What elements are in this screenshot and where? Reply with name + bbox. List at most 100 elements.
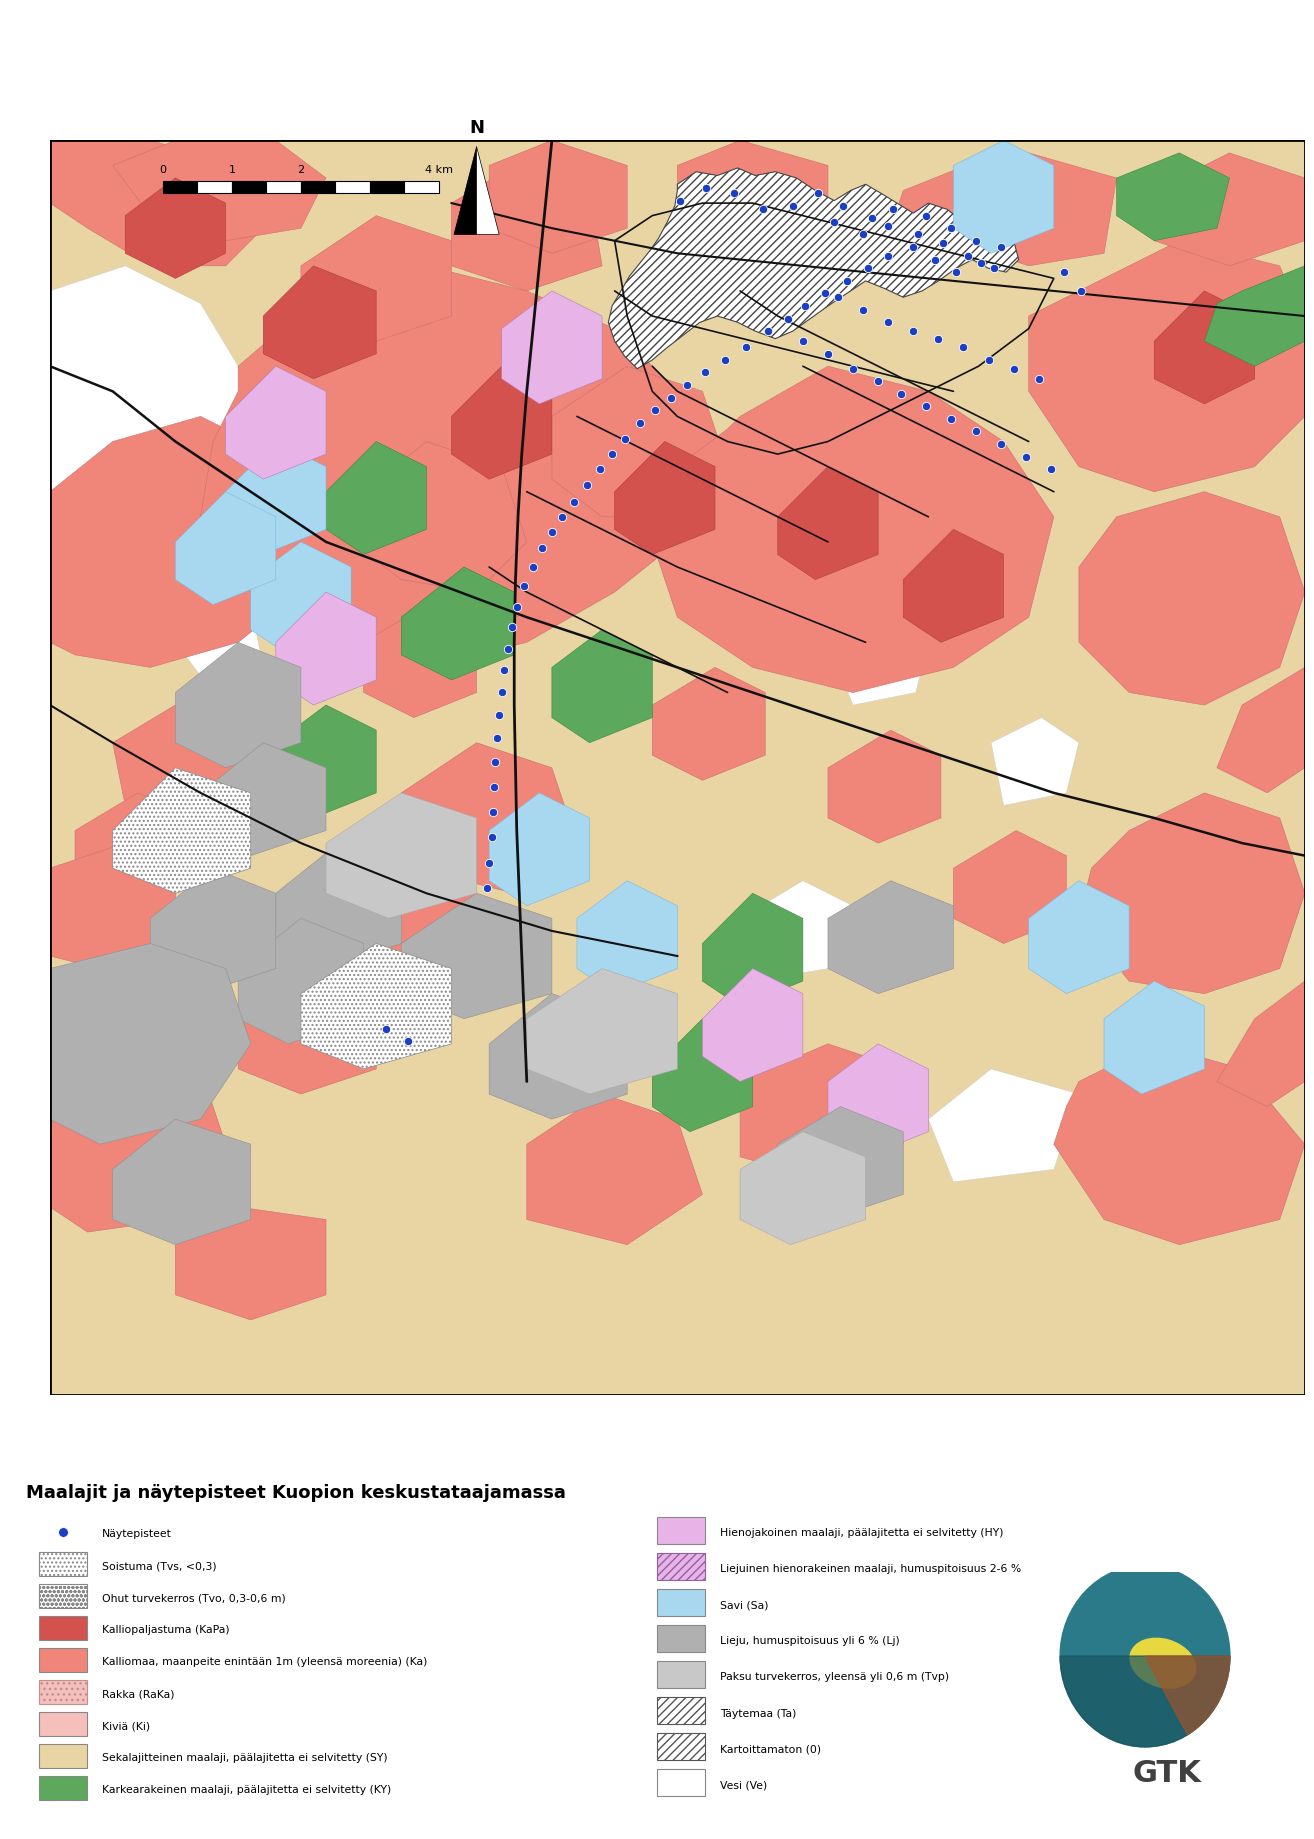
Polygon shape xyxy=(263,267,376,379)
Polygon shape xyxy=(401,894,552,1019)
Bar xyxy=(405,180,439,193)
FancyBboxPatch shape xyxy=(657,1734,704,1760)
Polygon shape xyxy=(50,267,276,543)
Polygon shape xyxy=(903,530,1004,642)
FancyBboxPatch shape xyxy=(657,1589,704,1616)
Polygon shape xyxy=(175,592,263,693)
Bar xyxy=(335,180,371,193)
Bar xyxy=(267,180,301,193)
Polygon shape xyxy=(740,1045,903,1182)
Polygon shape xyxy=(577,881,678,993)
Text: N: N xyxy=(469,118,484,136)
Polygon shape xyxy=(201,743,326,855)
Text: Täytemaa (Ta): Täytemaa (Ta) xyxy=(720,1708,796,1718)
Text: Soistuma (Tvs, <0,3): Soistuma (Tvs, <0,3) xyxy=(102,1561,217,1571)
Polygon shape xyxy=(301,215,452,340)
Polygon shape xyxy=(1154,291,1255,405)
Polygon shape xyxy=(1029,241,1305,491)
Polygon shape xyxy=(552,629,652,743)
Polygon shape xyxy=(778,1107,903,1219)
Polygon shape xyxy=(489,140,627,254)
Polygon shape xyxy=(740,881,853,982)
Polygon shape xyxy=(928,1068,1079,1182)
Text: Kalliopaljastuma (KaPa): Kalliopaljastuma (KaPa) xyxy=(102,1626,230,1635)
Polygon shape xyxy=(1217,668,1305,793)
Polygon shape xyxy=(1054,1045,1305,1245)
Text: Kartoittamaton (0): Kartoittamaton (0) xyxy=(720,1745,821,1754)
Text: Lieju, humuspitoisuus yli 6 % (Lj): Lieju, humuspitoisuus yli 6 % (Lj) xyxy=(720,1637,900,1646)
Polygon shape xyxy=(251,543,351,655)
Polygon shape xyxy=(652,1019,753,1131)
Text: Sekalajitteinen maalaji, päälajitetta ei selvitetty (SY): Sekalajitteinen maalaji, päälajitetta ei… xyxy=(102,1753,388,1764)
Polygon shape xyxy=(828,881,954,993)
FancyBboxPatch shape xyxy=(657,1554,704,1580)
Polygon shape xyxy=(276,842,401,969)
Polygon shape xyxy=(113,1120,251,1245)
Polygon shape xyxy=(552,366,728,517)
Bar xyxy=(197,180,231,193)
Polygon shape xyxy=(125,178,226,278)
FancyBboxPatch shape xyxy=(39,1648,87,1672)
FancyBboxPatch shape xyxy=(39,1712,87,1736)
Text: 0: 0 xyxy=(159,166,167,175)
Polygon shape xyxy=(75,793,201,907)
Polygon shape xyxy=(1154,153,1305,267)
Polygon shape xyxy=(489,793,590,907)
Text: GTK: GTK xyxy=(1133,1758,1202,1788)
Polygon shape xyxy=(703,894,803,1006)
Polygon shape xyxy=(276,592,376,704)
Polygon shape xyxy=(1217,982,1305,1107)
Polygon shape xyxy=(455,147,477,234)
Polygon shape xyxy=(527,969,678,1094)
Polygon shape xyxy=(201,267,703,668)
Polygon shape xyxy=(175,491,276,605)
Text: 2: 2 xyxy=(297,166,305,175)
Polygon shape xyxy=(238,969,376,1094)
Text: Liejuinen hienorakeinen maalaji, humuspitoisuus 2-6 %: Liejuinen hienorakeinen maalaji, humuspi… xyxy=(720,1565,1021,1574)
Polygon shape xyxy=(226,366,326,480)
Polygon shape xyxy=(452,166,602,291)
Wedge shape xyxy=(1060,1655,1230,1747)
Polygon shape xyxy=(615,441,715,554)
Polygon shape xyxy=(477,147,499,234)
FancyBboxPatch shape xyxy=(39,1681,87,1705)
Text: Ohut turvekerros (Tvo, 0,3-0,6 m): Ohut turvekerros (Tvo, 0,3-0,6 m) xyxy=(102,1593,285,1604)
Polygon shape xyxy=(703,969,803,1081)
Text: Kiviä (Ki): Kiviä (Ki) xyxy=(102,1721,150,1732)
Polygon shape xyxy=(954,153,1117,267)
Polygon shape xyxy=(828,730,941,842)
Polygon shape xyxy=(326,441,426,554)
Polygon shape xyxy=(778,467,878,579)
Polygon shape xyxy=(113,140,326,241)
Polygon shape xyxy=(1029,881,1129,993)
Polygon shape xyxy=(50,140,276,267)
Text: Rakka (RaKa): Rakka (RaKa) xyxy=(102,1690,175,1699)
Polygon shape xyxy=(452,366,552,480)
Polygon shape xyxy=(828,1045,928,1157)
Polygon shape xyxy=(991,717,1079,805)
Polygon shape xyxy=(401,743,577,894)
Polygon shape xyxy=(608,167,1018,370)
Polygon shape xyxy=(954,140,1054,254)
Polygon shape xyxy=(50,842,175,969)
Polygon shape xyxy=(50,1045,226,1232)
Polygon shape xyxy=(1104,982,1205,1094)
Polygon shape xyxy=(401,566,514,680)
Text: Näytepisteet: Näytepisteet xyxy=(102,1530,172,1539)
Polygon shape xyxy=(326,868,489,1006)
Polygon shape xyxy=(891,166,1004,254)
FancyBboxPatch shape xyxy=(657,1517,704,1545)
Text: Savi (Sa): Savi (Sa) xyxy=(720,1600,769,1611)
Polygon shape xyxy=(954,831,1067,943)
Polygon shape xyxy=(652,668,765,780)
Text: Hienojakoinen maalaji, päälajitetta ei selvitetty (HY): Hienojakoinen maalaji, päälajitetta ei s… xyxy=(720,1528,1004,1539)
FancyBboxPatch shape xyxy=(657,1697,704,1725)
Polygon shape xyxy=(50,416,326,668)
Polygon shape xyxy=(276,704,376,818)
FancyBboxPatch shape xyxy=(657,1626,704,1651)
Bar xyxy=(301,180,335,193)
Bar xyxy=(163,180,197,193)
Polygon shape xyxy=(1079,793,1305,993)
FancyBboxPatch shape xyxy=(39,1743,87,1767)
Polygon shape xyxy=(527,1094,703,1245)
